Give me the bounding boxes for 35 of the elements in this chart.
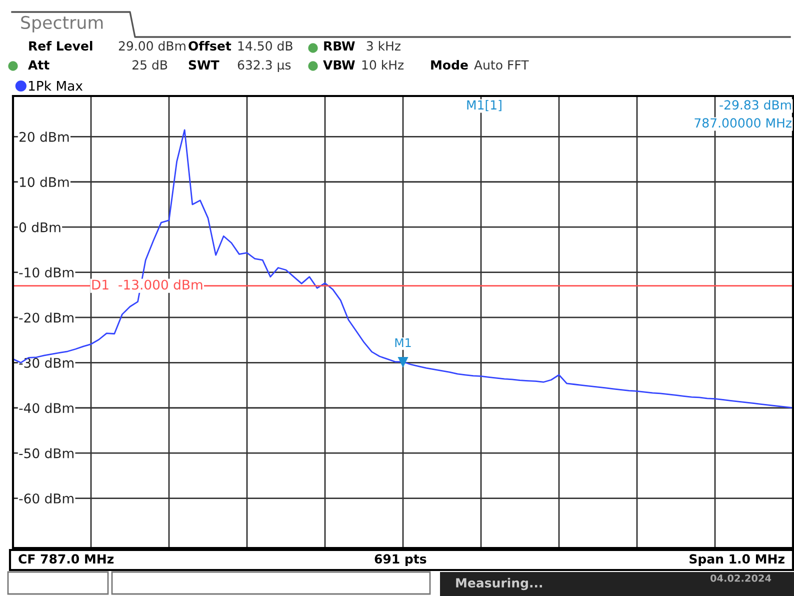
text: 29.00 dBm <box>118 40 186 51</box>
text: 04.02.2024 <box>710 574 772 582</box>
y-tick-label: 0 dBm <box>19 222 60 232</box>
text: VBW <box>323 60 355 70</box>
text: 14.50 dB <box>238 40 292 51</box>
y-tick-label: 10 dBm <box>20 176 69 188</box>
y-tick-label: -20 dBm <box>19 312 74 323</box>
text: Ref Level <box>29 40 92 51</box>
y-tick-label: -50 dBm <box>19 448 74 458</box>
annotation: -29.83 dBm <box>720 100 791 110</box>
y-tick-label: 20 dBm <box>20 132 69 142</box>
y-tick-label: -10 dBm <box>19 267 74 278</box>
text: SWT <box>188 60 220 70</box>
annotation: M1[1] <box>467 100 502 112</box>
text: 691 pts <box>374 554 426 566</box>
text: Mode <box>431 60 468 70</box>
y-tick-label: -40 dBm <box>19 402 74 414</box>
text: Att <box>28 60 50 70</box>
y-tick-label: -60 dBm <box>19 493 74 504</box>
chart-title: Spectrum <box>21 16 103 32</box>
text: Span 1.0 MHz <box>690 554 784 566</box>
text: CF 787.0 MHz <box>18 554 114 564</box>
annotation: 787.00000 MHz <box>694 118 792 128</box>
ref-line-label: D1 -13.000 dBm <box>92 279 202 290</box>
text: Auto FFT <box>474 60 529 70</box>
y-tick-label: -30 dBm <box>19 358 74 368</box>
text: 10 kHz <box>362 60 404 70</box>
text: 3 kHz <box>366 40 400 51</box>
text: Measuring... <box>456 578 542 590</box>
text: 25 dB <box>132 60 168 70</box>
text: 632.3 µs <box>238 60 291 72</box>
annotation: M1 <box>395 338 411 347</box>
text: Offset <box>188 40 232 51</box>
text: RBW <box>324 41 355 50</box>
legend-label: 1Pk Max <box>28 80 83 91</box>
